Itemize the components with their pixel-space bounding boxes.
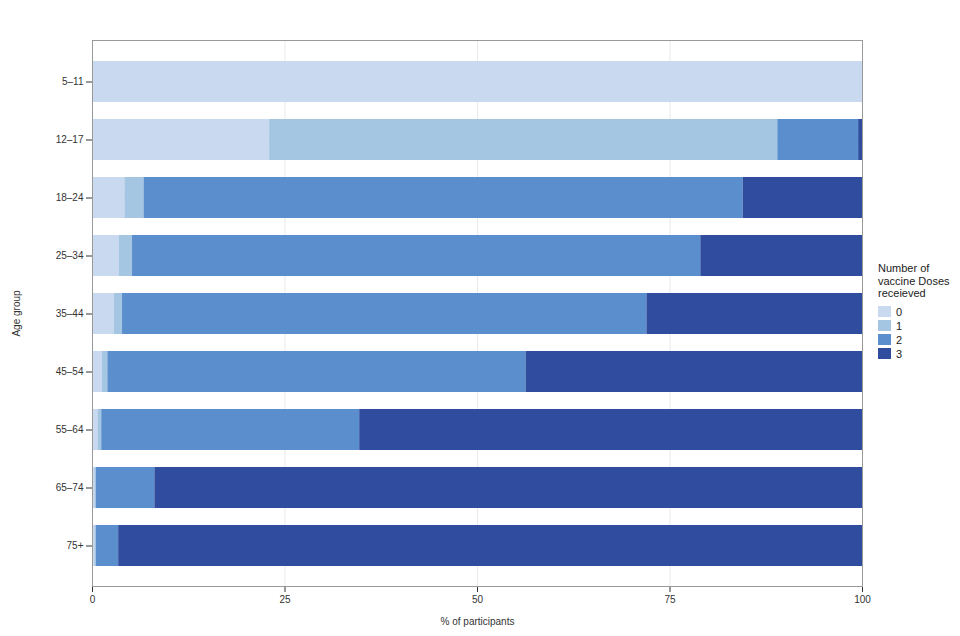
html-text:3: 3 — [896, 347, 903, 360]
svg-text:55–64: 55–64 — [56, 424, 84, 435]
svg-text:75+: 75+ — [67, 540, 84, 551]
html-text:0: 0 — [896, 305, 903, 318]
svg-text:% of participants: % of participants — [441, 616, 515, 627]
html-text:Number of vaccine Doses receie: Number of vaccine Doses receieved — [878, 262, 950, 300]
svg-text:25: 25 — [279, 594, 291, 605]
svg-text:18–24: 18–24 — [56, 192, 84, 203]
svg-text:35–44: 35–44 — [56, 308, 84, 319]
svg-text:5–11: 5–11 — [62, 76, 84, 87]
svg-text:45–54: 45–54 — [56, 366, 84, 377]
svg-text:75: 75 — [664, 594, 676, 605]
svg-text:50: 50 — [472, 594, 484, 605]
html-text:1: 1 — [896, 319, 903, 332]
svg-text:25–34: 25–34 — [56, 250, 84, 261]
svg-text:12–17: 12–17 — [56, 134, 84, 145]
svg-text:0: 0 — [90, 594, 96, 605]
svg-text:65–74: 65–74 — [56, 482, 84, 493]
svg-text:100: 100 — [854, 594, 871, 605]
html-text:2: 2 — [896, 333, 903, 346]
svg-text:Age group: Age group — [11, 290, 22, 337]
